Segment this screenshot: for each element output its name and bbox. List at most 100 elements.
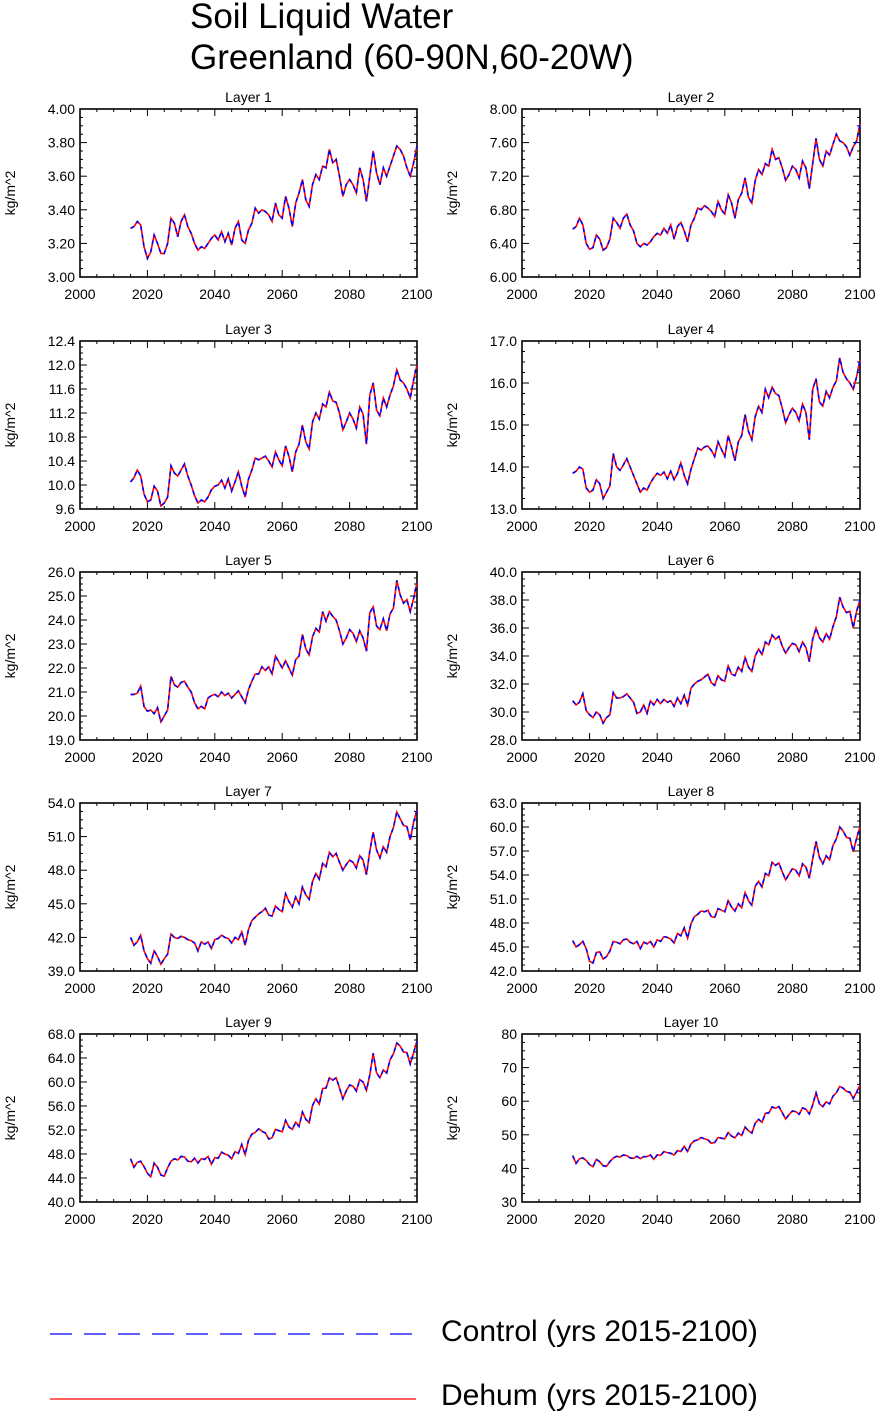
panel-9-x-tick-label: 2000 [64, 1211, 95, 1227]
panel-4-x-tick-label: 2080 [777, 518, 808, 534]
panel-8-x-tick-label: 2000 [506, 980, 537, 996]
panel-5-x-tick-label: 2000 [64, 749, 95, 765]
panel-7-x-tick-label: 2040 [199, 980, 230, 996]
panel-6-x-tick-label: 2100 [844, 749, 875, 765]
panel-5-y-tick-label: 22.0 [48, 660, 75, 676]
panel-4-y-tick-label: 13.0 [490, 501, 517, 517]
panel-6-y-tick-label: 40.0 [490, 564, 517, 580]
panel-10-control-line [571, 1084, 861, 1168]
panel-10-frame [521, 1033, 861, 1203]
panel-3-y-tick-label: 9.6 [56, 501, 76, 517]
panel-1-y-tick-label: 3.60 [48, 168, 75, 184]
panel-2-y-tick-label: 6.40 [490, 235, 517, 251]
panel-1-x-tick-label: 2040 [199, 286, 230, 302]
panel-5-x-tick-label: 2060 [267, 749, 298, 765]
panel-4-x-tick-label: 2040 [642, 518, 673, 534]
panel-8-y-tick-label: 42.0 [490, 963, 517, 979]
panel-7-y-tick-label: 54.0 [48, 795, 75, 811]
panel-8-y-tick-label: 57.0 [490, 843, 517, 859]
panel-7-y-tick-label: 45.0 [48, 896, 75, 912]
panel-6-x-tick-label: 2020 [574, 749, 605, 765]
panel-6-y-axis-label: kg/m^2 [444, 633, 460, 678]
panel-4-x-tick-label: 2060 [709, 518, 740, 534]
panel-3-y-tick-label: 11.6 [49, 381, 75, 397]
panel-2-x-tick-label: 2040 [642, 286, 673, 302]
panel-2-x-tick-label: 2020 [574, 286, 605, 302]
panel-1-x-tick-label: 2000 [64, 286, 95, 302]
panel-8-y-tick-label: 51.0 [490, 891, 517, 907]
panel-8-x-tick-label: 2100 [844, 980, 875, 996]
panel-5-control-line [130, 580, 418, 725]
panel-4-x-tick-label: 2100 [844, 518, 875, 534]
panel-3-x-tick-label: 2000 [64, 518, 95, 534]
panel-7-x-tick-label: 2060 [267, 980, 298, 996]
figure-title: Soil Liquid Water Greenland (60-90N,60-2… [190, 0, 634, 78]
legend-swatches [50, 1333, 416, 1400]
panel-3-frame [79, 340, 418, 510]
panel-10-x-tick-label: 2080 [777, 1211, 808, 1227]
panel-2-x-tick-label: 2060 [709, 286, 740, 302]
panel-7-y-tick-label: 42.0 [48, 929, 75, 945]
panel-7-x-tick-label: 2080 [334, 980, 365, 996]
panel-8-title: Layer 8 [668, 783, 715, 799]
panel-8-x-tick-label: 2080 [777, 980, 808, 996]
panel-2-title: Layer 2 [668, 89, 715, 105]
panel-9-y-tick-label: 68.0 [48, 1026, 75, 1042]
panel-8-y-axis-label: kg/m^2 [444, 864, 460, 909]
panel-10-x-tick-label: 2020 [574, 1211, 605, 1227]
panel-7-x-tick-label: 2020 [132, 980, 163, 996]
panel-2-y-tick-label: 7.60 [490, 135, 517, 151]
panel-8-y-tick-label: 60.0 [490, 819, 517, 835]
panel-2-y-tick-label: 7.20 [490, 168, 517, 184]
panel-4-title: Layer 4 [668, 321, 715, 337]
panel-4-y-tick-label: 17.0 [490, 333, 517, 349]
panel-1-control-line [130, 144, 418, 261]
panel-6-x-tick-label: 2040 [642, 749, 673, 765]
panel-1-dehum-line [130, 144, 418, 261]
panel-4-x-tick-label: 2000 [506, 518, 537, 534]
panel-2-y-axis-label: kg/m^2 [444, 170, 460, 215]
panel-8-y-tick-label: 48.0 [490, 915, 517, 931]
panel-7-dehum-line [129, 809, 418, 967]
figure-title-line2: Greenland (60-90N,60-20W) [190, 38, 634, 77]
panel-5-y-tick-label: 21.0 [48, 684, 75, 700]
panel-8-control-line [571, 825, 861, 965]
panel-9-y-tick-label: 48.0 [48, 1146, 75, 1162]
panel-5-x-tick-label: 2080 [334, 749, 365, 765]
panel-4-control-line [572, 357, 861, 501]
panel-3-y-tick-label: 10.4 [48, 453, 75, 469]
panel-7-y-tick-label: 39.0 [48, 963, 75, 979]
panel-10-x-tick-label: 2060 [709, 1211, 740, 1227]
panel-2-y-tick-label: 6.80 [490, 202, 517, 218]
panel-6-control-line [572, 596, 861, 725]
panel-6-frame [521, 571, 861, 741]
panel-1-y-tick-label: 3.80 [48, 135, 75, 151]
panel-8-y-tick-label: 54.0 [490, 867, 517, 883]
panel-5-y-tick-label: 24.0 [48, 612, 75, 628]
panel-7-y-tick-label: 48.0 [48, 862, 75, 878]
panel-4-y-tick-label: 14.0 [490, 459, 517, 475]
figure-title-line1: Soil Liquid Water [190, 0, 454, 36]
panel-2-y-tick-label: 8.00 [490, 101, 517, 117]
panel-9-y-axis-label: kg/m^2 [2, 1095, 18, 1140]
panel-2-frame [521, 108, 861, 278]
panel-9-x-tick-label: 2020 [132, 1211, 163, 1227]
panel-3-y-axis-label: kg/m^2 [2, 402, 18, 447]
panel-9-x-tick-label: 2060 [267, 1211, 298, 1227]
panel-10-y-tick-label: 80 [501, 1026, 517, 1042]
panel-3-y-tick-label: 12.0 [48, 357, 75, 373]
panel-5-dehum-line [130, 580, 418, 725]
panel-6-x-tick-label: 2060 [709, 749, 740, 765]
panel-5-y-tick-label: 25.0 [48, 588, 75, 604]
panel-3-title: Layer 3 [225, 321, 272, 337]
panel-5-y-tick-label: 26.0 [48, 564, 75, 580]
panel-5-y-tick-label: 19.0 [48, 732, 75, 748]
panel-9-frame [79, 1033, 418, 1203]
panel-8-x-tick-label: 2020 [574, 980, 605, 996]
panel-6-y-tick-label: 36.0 [490, 620, 517, 636]
panel-10-y-tick-label: 50 [501, 1127, 517, 1143]
panel-7-control-line [129, 809, 418, 967]
panel-6-y-tick-label: 28.0 [490, 732, 517, 748]
panel-7-x-tick-label: 2100 [401, 980, 432, 996]
panel-5-x-tick-label: 2040 [199, 749, 230, 765]
